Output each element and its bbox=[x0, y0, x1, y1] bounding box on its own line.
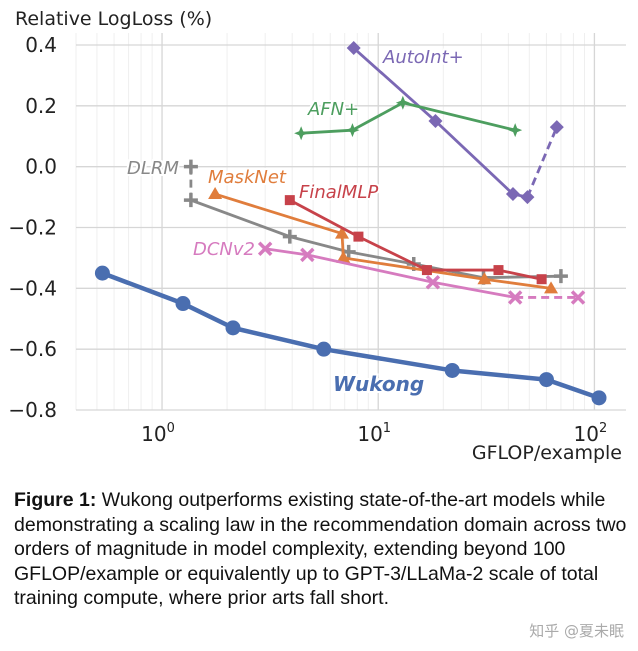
autoint--marker bbox=[505, 187, 520, 202]
wukong-segment bbox=[545, 377, 600, 400]
dlrm-marker bbox=[183, 159, 198, 174]
afn--marker bbox=[345, 123, 360, 138]
afn--marker bbox=[395, 95, 410, 110]
wukong-marker bbox=[444, 362, 460, 378]
x-tick-label: 102 bbox=[574, 421, 608, 446]
y-tick-label: −0.4 bbox=[8, 276, 57, 300]
dcnv2-marker bbox=[300, 247, 315, 263]
y-tick-label: 0.2 bbox=[25, 94, 57, 118]
series-finalmlp bbox=[284, 195, 547, 285]
x-tick-label: 100 bbox=[141, 421, 175, 446]
caption-label: Figure 1: bbox=[14, 489, 97, 511]
wukong-segment bbox=[452, 368, 547, 382]
wukong-marker bbox=[94, 265, 110, 281]
wukong-marker bbox=[538, 372, 554, 388]
masknet-marker bbox=[477, 272, 492, 285]
masknet-segment bbox=[343, 256, 485, 281]
dlrm-segment bbox=[348, 250, 415, 266]
masknet-marker bbox=[336, 250, 351, 263]
masknet-segment bbox=[214, 192, 343, 235]
y-axis-label: Relative LogLoss (%) bbox=[15, 8, 212, 30]
finalmlp-label: FinalMLP bbox=[299, 182, 378, 203]
series-group bbox=[94, 41, 607, 406]
dlrm-marker bbox=[553, 269, 568, 284]
dlrm-segment bbox=[190, 198, 291, 238]
autoint--label: AutoInt+ bbox=[382, 47, 464, 68]
y-tick-label: −0.2 bbox=[8, 216, 57, 240]
masknet-segment bbox=[484, 277, 552, 290]
scaling-chart: 100 101 102 0.4 0.2 0.0 −0.2 −0.4 −0.6 −0.8 Relat… bbox=[8, 8, 626, 464]
dlrm-marker bbox=[282, 229, 297, 244]
series-wukong bbox=[94, 265, 607, 406]
wukong-label: Wukong bbox=[333, 372, 424, 396]
series-dcnv2 bbox=[257, 241, 586, 305]
y-tick-label: −0.8 bbox=[8, 398, 57, 422]
dlrm-label: DLRM bbox=[127, 158, 179, 179]
finalmlp-marker bbox=[421, 265, 432, 276]
wukong-segment bbox=[232, 325, 325, 352]
masknet-label: MaskNet bbox=[208, 167, 287, 188]
wukong-marker bbox=[225, 320, 241, 336]
afn--segment bbox=[402, 101, 516, 132]
wukong-marker bbox=[316, 341, 332, 357]
dlrm-marker bbox=[183, 193, 198, 208]
finalmlp-marker bbox=[536, 274, 547, 285]
autoint--segment bbox=[434, 120, 514, 196]
afn--segment bbox=[301, 128, 353, 135]
wukong-marker bbox=[591, 390, 607, 406]
autoint--marker bbox=[346, 41, 361, 56]
caption-text: Wukong outperforms existing state-of-the… bbox=[14, 489, 627, 609]
masknet-marker bbox=[208, 187, 223, 200]
x-axis-label: GFLOP/example bbox=[472, 442, 622, 464]
wukong-segment bbox=[181, 301, 235, 330]
dcnv2-marker bbox=[257, 241, 273, 257]
y-tick-label: 0.4 bbox=[25, 33, 57, 57]
series-labels: AutoInt+ AFN+ DLRM MaskNet FinalMLP DCNv2 Wuko… bbox=[125, 45, 466, 398]
finalmlp-segment bbox=[289, 198, 360, 238]
autoint--segment bbox=[526, 126, 559, 198]
finalmlp-segment bbox=[498, 268, 542, 281]
finalmlp-segment bbox=[357, 235, 428, 272]
dcnv2-marker bbox=[507, 290, 523, 305]
afn--marker bbox=[508, 123, 523, 138]
dcnv2-marker bbox=[570, 290, 586, 305]
finalmlp-marker bbox=[353, 231, 364, 242]
dcnv2-segment bbox=[432, 280, 516, 299]
wukong-marker bbox=[175, 296, 191, 312]
watermark: 知乎 @夏未眠 bbox=[529, 622, 624, 640]
dlrm-segment bbox=[483, 274, 561, 280]
axes: 100 101 102 0.4 0.2 0.0 −0.2 −0.4 −0.6 −0.8 bbox=[8, 33, 607, 446]
autoint--marker bbox=[520, 190, 535, 205]
dcnv2-segment bbox=[307, 253, 434, 284]
masknet-marker bbox=[335, 226, 350, 239]
figure-caption: Figure 1: Wukong outperforms existing st… bbox=[14, 488, 629, 611]
finalmlp-marker bbox=[493, 265, 504, 276]
masknet-marker bbox=[544, 281, 559, 294]
afn--segment bbox=[351, 101, 404, 132]
y-tick-label: −0.6 bbox=[8, 337, 57, 361]
dlrm-segment bbox=[289, 235, 350, 254]
dcnv2-label: DCNv2 bbox=[193, 239, 255, 260]
afn--marker bbox=[294, 126, 309, 141]
x-tick-label: 101 bbox=[357, 421, 391, 446]
finalmlp-marker bbox=[284, 195, 295, 206]
grid bbox=[75, 33, 626, 411]
wukong-segment bbox=[101, 271, 184, 306]
afn--label: AFN+ bbox=[307, 99, 359, 120]
wukong-segment bbox=[323, 346, 453, 373]
autoint--marker bbox=[549, 120, 564, 135]
autoint--segment bbox=[352, 46, 437, 123]
series-autoint- bbox=[346, 41, 564, 205]
y-tick-label: 0.0 bbox=[25, 155, 57, 179]
series-masknet bbox=[208, 187, 559, 294]
dcnv2-segment bbox=[264, 247, 308, 257]
series-afn- bbox=[294, 95, 523, 141]
autoint--marker bbox=[428, 114, 443, 129]
dcnv2-marker bbox=[425, 275, 441, 290]
